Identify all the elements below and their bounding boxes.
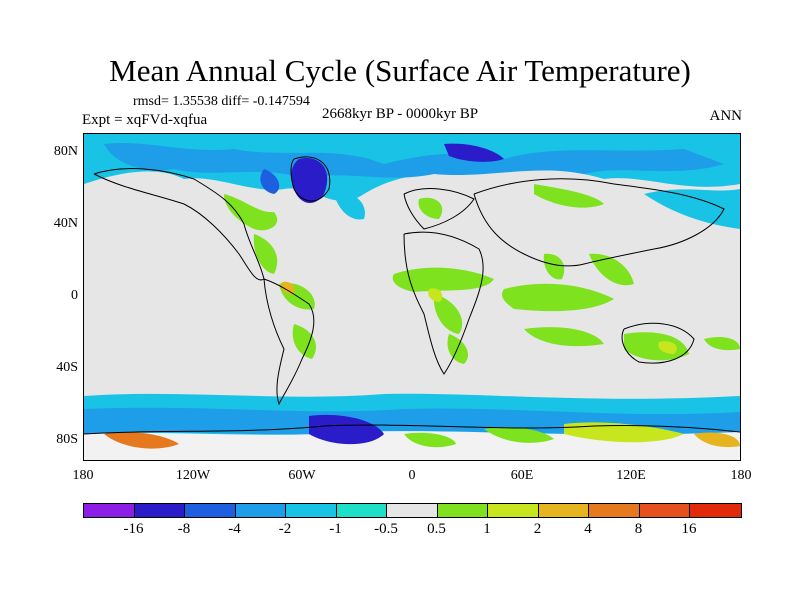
ross-orange-west [104, 432, 179, 449]
south-pacific-green [704, 337, 740, 351]
lon-label-60w: 60W [288, 468, 316, 483]
experiment-label: Expt = xqFVd-xqfua [82, 112, 208, 128]
weddell-dark-blue [309, 414, 384, 445]
antarctic-yellow-east [564, 422, 684, 443]
season-label: ANN [709, 108, 743, 124]
lon-label-120w: 120W [175, 468, 211, 483]
coastlines [84, 156, 740, 435]
lat-label-0: 0 [71, 288, 78, 303]
colorbar-box [185, 504, 236, 517]
map-svg [84, 134, 740, 460]
colorbar-box [488, 504, 539, 517]
australia-yellow [658, 341, 677, 354]
colorbar-label: 2 [533, 521, 542, 537]
colorbar-box [286, 504, 337, 517]
colorbar-label: -4 [228, 521, 241, 537]
africa-central-green [433, 294, 463, 334]
us-southeast-green [253, 234, 278, 274]
antarctic-green-east [484, 427, 554, 443]
colorbar-box [235, 504, 286, 517]
rmsd-stats: rmsd= 1.35538 diff= -0.147594 [133, 94, 310, 109]
colorbar-box [538, 504, 589, 517]
antarctic-green-center [404, 432, 456, 448]
colorbar-label: -16 [123, 521, 144, 537]
greenland-dark-blue [291, 158, 328, 204]
colorbar-box [589, 504, 640, 517]
time-period: 2668kyr BP - 0000kyr BP [322, 106, 479, 122]
southeast-asia-green [589, 253, 634, 286]
south-indian-green [524, 327, 604, 347]
colorbar-label: 16 [681, 521, 697, 537]
colorbar-box [437, 504, 488, 517]
india-green [543, 253, 565, 280]
colorbar-label: -1 [329, 521, 342, 537]
colorbar-label: 4 [584, 521, 592, 537]
antarctic-white [84, 431, 740, 460]
colorbar-label: 0.5 [427, 521, 446, 537]
north-atlantic-cyan [334, 193, 365, 220]
colorbar-box [387, 504, 438, 517]
lat-label-40n: 40N [53, 216, 78, 231]
temperature-map [83, 133, 741, 461]
south-america-yellow [281, 281, 295, 294]
lat-label-80n: 80N [53, 144, 78, 159]
arctic-lightblue [104, 142, 724, 179]
lon-label-180w: 180 [72, 468, 94, 483]
south-america-south-green [292, 324, 316, 359]
indian-ocean-green [502, 283, 614, 312]
arctic-mid-blue [260, 169, 280, 194]
lon-label-0: 0 [408, 468, 416, 483]
map-title: Mean Annual Cycle (Surface Air Temperatu… [109, 53, 691, 88]
colorbar-box [690, 504, 741, 517]
lon-label-120e: 120E [616, 468, 646, 483]
sahel-green [392, 267, 494, 292]
africa-yellow [428, 288, 443, 302]
colorbar-label: 8 [634, 521, 643, 537]
colorbar-label: -2 [278, 521, 292, 537]
colorbar [83, 503, 742, 518]
colorbar-label: -0.5 [374, 521, 398, 537]
lat-label-40s: 40S [56, 360, 78, 375]
europe-green [418, 197, 443, 219]
colorbar-label: 1 [483, 521, 491, 537]
colorbar-box [84, 504, 135, 517]
colorbar-label: -8 [177, 521, 191, 537]
lon-label-60e: 60E [510, 468, 534, 483]
lon-label-180e: 180 [730, 468, 752, 483]
australia-green [624, 332, 689, 361]
lat-label-80s: 80S [56, 432, 78, 447]
pacific-east-cyan [644, 189, 740, 229]
colorbar-box [639, 504, 690, 517]
antarctic-orange-east [694, 432, 740, 448]
colorbar-box [336, 504, 387, 517]
north-america-green [224, 194, 278, 231]
colorbar-box [134, 504, 185, 517]
arctic-dark-blue-east [444, 143, 504, 162]
asia-green [534, 184, 604, 208]
